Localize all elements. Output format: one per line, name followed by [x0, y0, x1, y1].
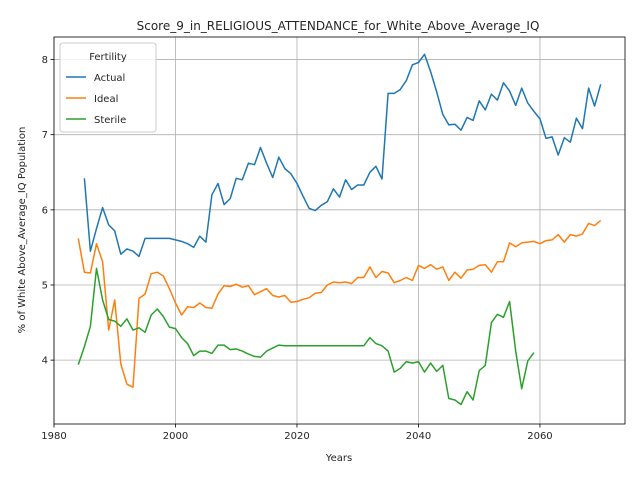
- y-tick-label: 6: [42, 205, 48, 216]
- x-tick-label: 2020: [284, 431, 309, 442]
- x-tick-label: 1980: [41, 431, 66, 442]
- plot-frame: [53, 36, 626, 425]
- legend: Fertility Actual Ideal Sterile: [59, 42, 157, 133]
- x-tick-label: 2000: [163, 431, 188, 442]
- x-tick-label: 2040: [406, 431, 431, 442]
- ticks: 1980 2000 2020 2040 2060 4 5 6 7 8: [41, 55, 552, 442]
- y-axis-label: % of White Above_Average_IQ Population: [17, 127, 28, 334]
- y-tick-label: 7: [42, 130, 48, 141]
- series-line-ideal: [77, 219, 602, 388]
- legend-title: Fertility: [89, 52, 127, 63]
- legend-label-sterile: Sterile: [94, 115, 126, 126]
- series-line-actual: [83, 53, 602, 258]
- y-tick-label: 4: [42, 356, 48, 367]
- series-line-sterile: [77, 267, 535, 406]
- legend-label-actual: Actual: [94, 73, 125, 84]
- x-axis-label: Years: [325, 453, 352, 464]
- y-tick-label: 5: [42, 280, 48, 291]
- chart-title: Score_9_in_RELIGIOUS_ATTENDANCE_for_Whit…: [137, 19, 540, 33]
- legend-label-ideal: Ideal: [94, 94, 118, 105]
- series-group: [77, 53, 602, 406]
- y-tick-label: 8: [42, 55, 48, 66]
- x-tick-label: 2060: [527, 431, 552, 442]
- grid: [53, 37, 625, 424]
- legend-box: [59, 42, 157, 133]
